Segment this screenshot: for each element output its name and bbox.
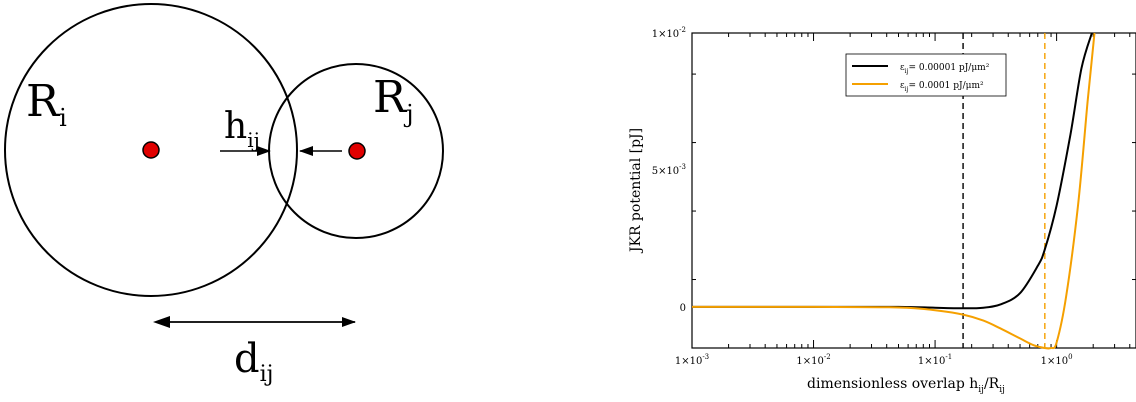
label-radius-i: Ri [26, 76, 67, 132]
legend-label: εij= 0.0001 pJ/μm² [900, 81, 984, 93]
legend-label: εij= 0.00001 pJ/μm² [900, 63, 990, 75]
x-axis-label: dimensionless overlap hij/Rij [807, 376, 1005, 395]
legend: εij= 0.00001 pJ/μm² εij= 0.0001 pJ/μm² [845, 53, 1007, 97]
y-tick-label: 5×10-3 [652, 163, 686, 177]
distance-arrow-left-head [153, 316, 170, 328]
label-overlap-h: hij [224, 106, 260, 152]
y-tick-labels: 0 5×10-3 1×10-2 [652, 26, 686, 314]
series-line [691, 32, 1096, 350]
y-tick-label: 1×10-2 [652, 26, 686, 40]
x-tick-label: 1×100 [1041, 353, 1073, 367]
plot-frame [691, 32, 1136, 349]
legend-box [845, 53, 1007, 97]
x-tick-labels: 1×10-3 1×10-2 1×10-1 1×100 [675, 353, 1073, 367]
y-axis-label: JKR potential [pJ] [628, 128, 644, 254]
label-distance-d: dij [234, 336, 273, 387]
x-tick-label: 1×10-1 [918, 353, 952, 367]
x-tick-label: 1×10-2 [796, 353, 830, 367]
spheres-diagram: Ri Rj hij dij [4, 3, 444, 387]
x-tick-label: 1×10-3 [675, 353, 709, 367]
y-tick-label: 0 [680, 303, 686, 314]
label-radius-j: Rj [373, 72, 414, 128]
center-j-dot [348, 142, 366, 160]
center-i-dot [142, 141, 160, 159]
series-lines [691, 32, 1096, 350]
jkr-chart: 0 5×10-3 1×10-2 1×10-3 1×10-2 1×10-1 1×100 JK… [628, 26, 1136, 395]
sphere-i [4, 3, 298, 297]
